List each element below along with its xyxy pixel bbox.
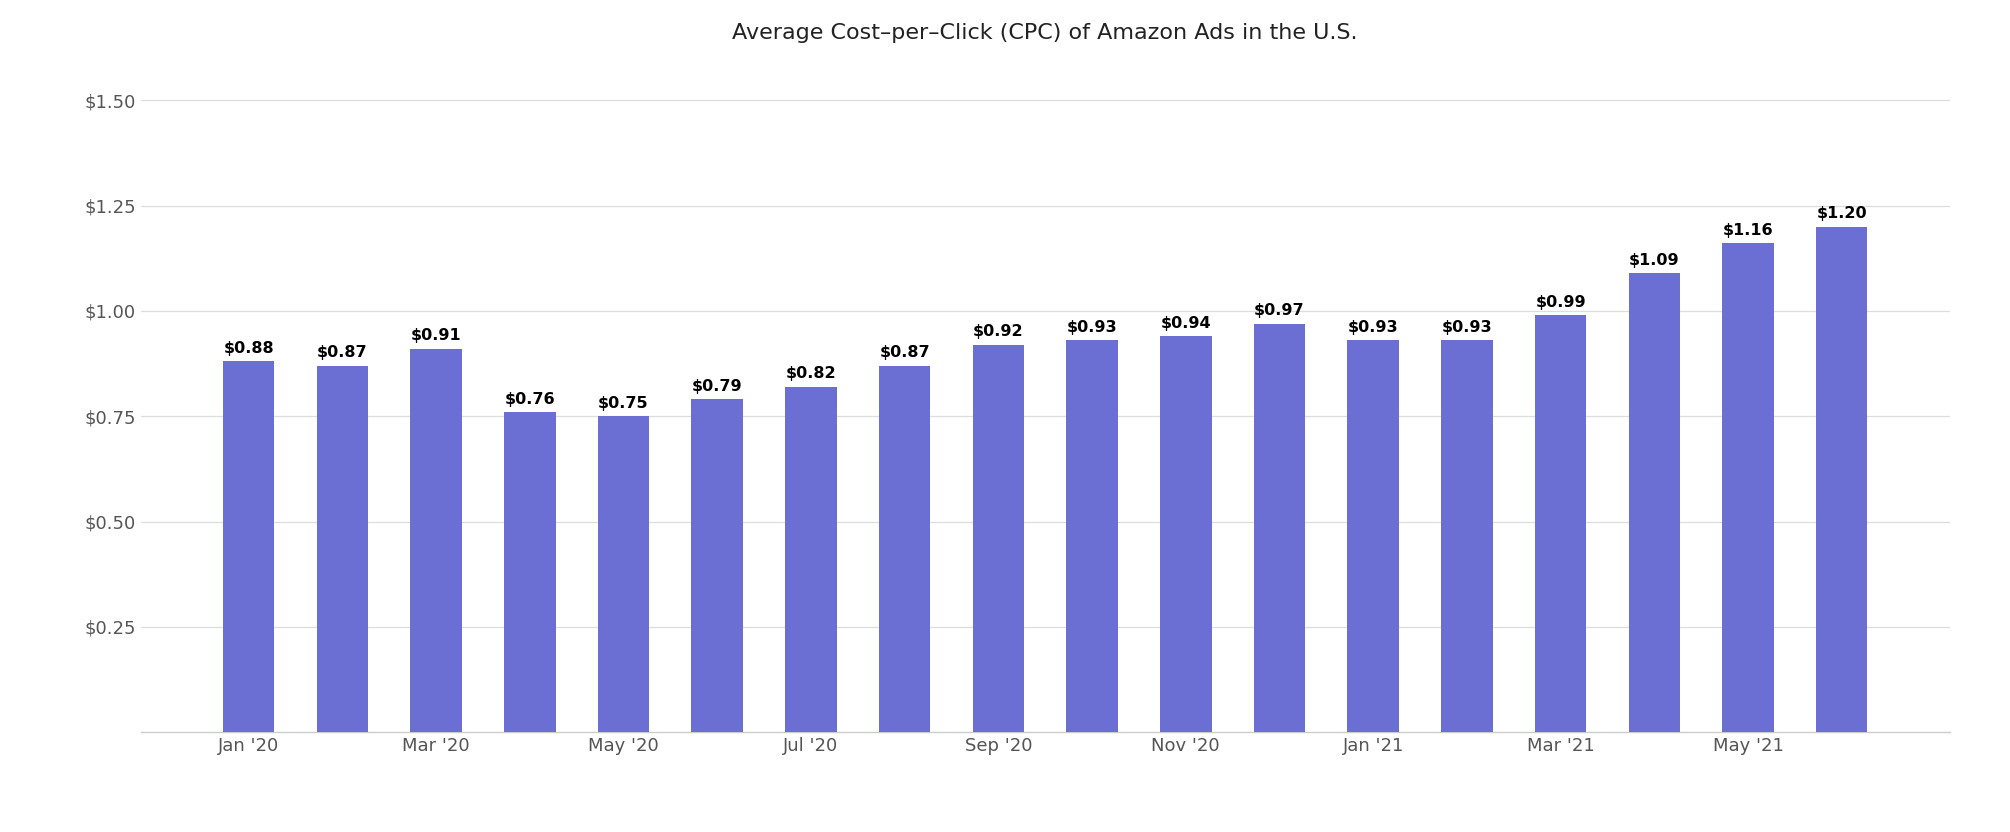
Title: Average Cost–per–Click (CPC) of Amazon Ads in the U.S.: Average Cost–per–Click (CPC) of Amazon A… — [732, 22, 1359, 42]
Bar — [1065, 340, 1118, 732]
Text: $1.20: $1.20 — [1817, 206, 1867, 221]
Bar — [410, 349, 462, 732]
Bar — [1815, 226, 1867, 732]
Bar — [505, 412, 555, 732]
Bar — [318, 365, 368, 732]
Bar — [1347, 340, 1399, 732]
Text: $0.94: $0.94 — [1160, 315, 1212, 330]
Text: $1.16: $1.16 — [1723, 223, 1773, 238]
Text: $0.79: $0.79 — [691, 379, 742, 394]
Bar — [1160, 336, 1212, 732]
Text: $0.82: $0.82 — [786, 366, 836, 381]
Bar — [1536, 315, 1586, 732]
Text: $0.97: $0.97 — [1254, 303, 1304, 318]
Text: $0.75: $0.75 — [599, 396, 649, 411]
Text: $0.87: $0.87 — [318, 345, 368, 360]
Bar — [973, 344, 1025, 732]
Bar — [1254, 324, 1304, 732]
Bar — [597, 416, 649, 732]
Bar — [223, 361, 275, 732]
Text: $0.88: $0.88 — [223, 341, 273, 356]
Text: $1.09: $1.09 — [1628, 252, 1680, 268]
Bar — [786, 387, 836, 732]
Text: $0.76: $0.76 — [505, 392, 555, 407]
Text: $0.91: $0.91 — [410, 329, 462, 344]
Text: $0.93: $0.93 — [1441, 320, 1491, 335]
Bar — [1628, 273, 1680, 732]
Text: $0.87: $0.87 — [878, 345, 931, 360]
Text: $0.92: $0.92 — [973, 324, 1023, 339]
Text: $0.93: $0.93 — [1067, 320, 1118, 335]
Bar — [691, 399, 744, 732]
Bar — [878, 365, 931, 732]
Bar — [1441, 340, 1493, 732]
Bar — [1723, 244, 1773, 732]
Text: $0.99: $0.99 — [1536, 295, 1586, 310]
Text: $0.93: $0.93 — [1349, 320, 1399, 335]
